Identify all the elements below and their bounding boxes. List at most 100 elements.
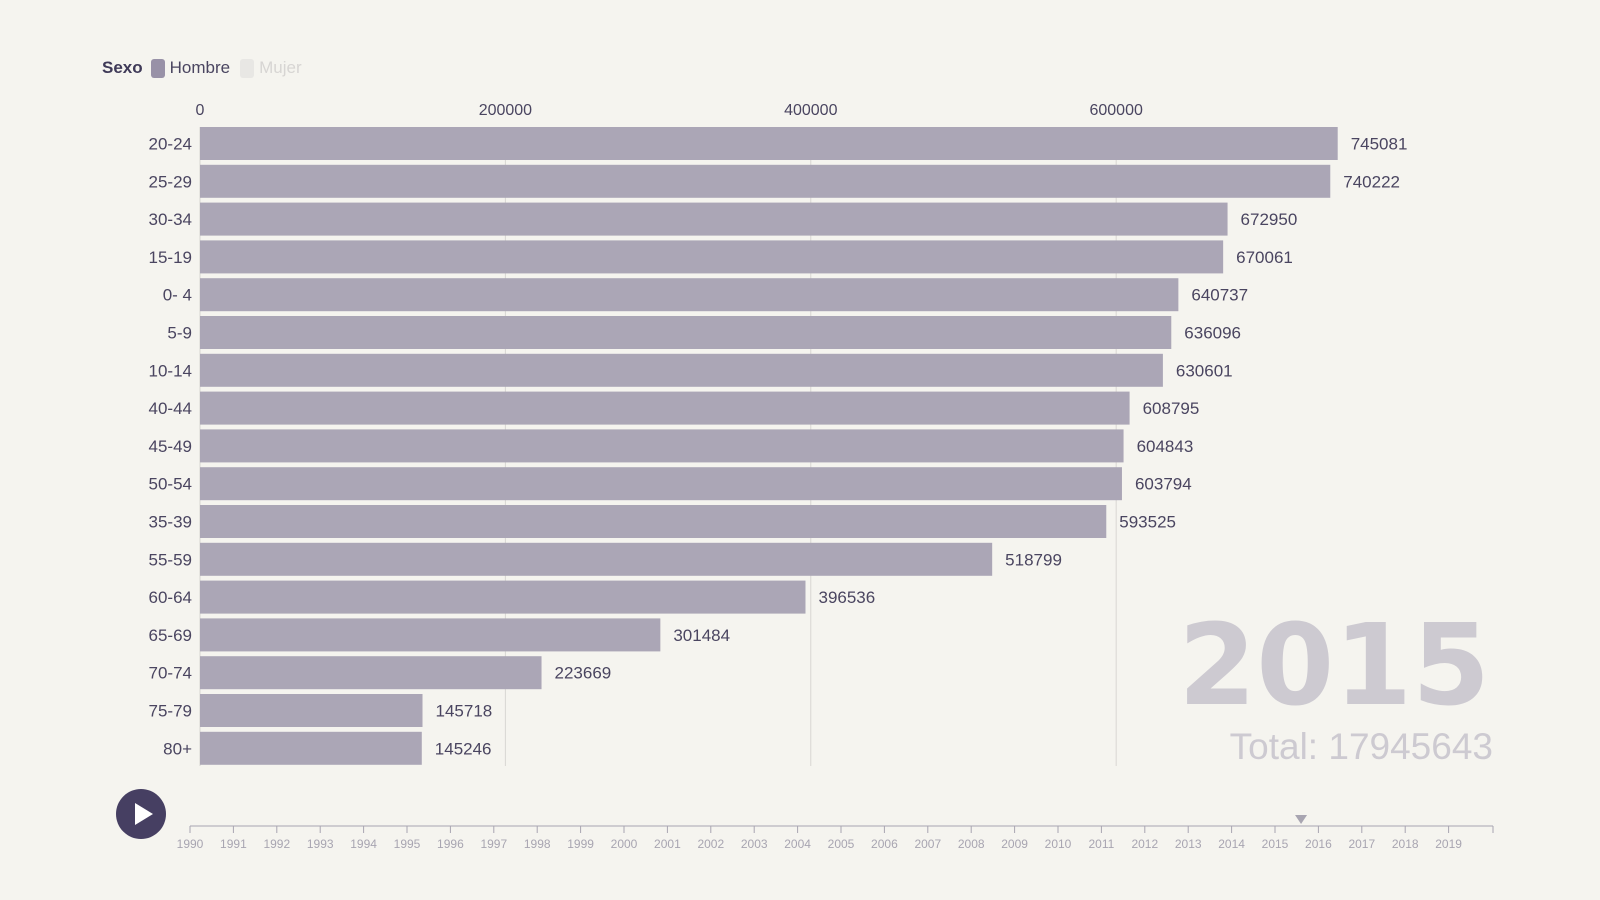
bar[interactable]	[200, 467, 1122, 501]
category-label: 35-39	[149, 513, 192, 532]
value-label: 145246	[435, 739, 492, 758]
category-label: 0- 4	[163, 286, 192, 305]
timeline-year-label[interactable]: 2010	[1045, 837, 1072, 851]
timeline-year-label[interactable]: 2017	[1348, 837, 1375, 851]
legend-swatch-mujer	[240, 58, 255, 78]
x-tick-label: 600000	[1089, 102, 1142, 119]
timeline-year-label[interactable]: 2003	[741, 837, 768, 851]
bar[interactable]	[200, 240, 1224, 274]
timeline-year-label[interactable]: 2002	[697, 837, 724, 851]
bar[interactable]	[200, 127, 1338, 160]
timeline-year-label[interactable]: 2012	[1131, 837, 1158, 851]
play-button[interactable]	[116, 789, 166, 839]
current-year-watermark: 2015	[1178, 601, 1490, 731]
category-label: 45-49	[149, 437, 192, 456]
timeline-year-label[interactable]: 2011	[1088, 837, 1114, 851]
bars: 20-24 745081 25-29 740222 30-34 672950 15-19 67…	[149, 127, 1408, 765]
value-label: 672950	[1241, 210, 1298, 229]
category-label: 15-19	[149, 248, 192, 267]
timeline-year-label[interactable]: 1990	[177, 837, 204, 851]
play-icon	[135, 803, 153, 825]
value-label: 745081	[1351, 135, 1408, 154]
x-tick-label: 200000	[479, 102, 532, 119]
value-label: 603794	[1135, 475, 1192, 494]
timeline-year-label[interactable]: 2007	[914, 837, 941, 851]
timeline-year-label[interactable]: 1995	[394, 837, 421, 851]
value-label: 593525	[1119, 513, 1176, 532]
value-label: 145718	[436, 702, 493, 721]
timeline[interactable]: 1990 1991 1992 1993 1994 1995 1996 1997 1998 1999…	[177, 815, 1494, 851]
value-label: 518799	[1005, 550, 1062, 569]
category-label: 5-9	[167, 324, 192, 343]
value-label: 301484	[673, 626, 730, 645]
legend-label-hombre: Hombre	[169, 58, 231, 77]
timeline-year-label[interactable]: 2000	[611, 837, 638, 851]
bar[interactable]	[200, 505, 1107, 538]
category-label: 70-74	[149, 664, 192, 683]
legend-title: Sexo	[102, 58, 143, 77]
category-label: 60-64	[149, 588, 192, 607]
bar[interactable]	[200, 202, 1228, 236]
timeline-year-label[interactable]: 1994	[350, 837, 377, 851]
bar[interactable]	[200, 316, 1172, 349]
bar[interactable]	[200, 278, 1179, 312]
timeline-year-label[interactable]: 2001	[654, 837, 681, 851]
legend-item-mujer[interactable]: Mujer	[240, 58, 302, 78]
x-tick-label: 0	[196, 102, 205, 119]
timeline-year-label[interactable]: 1999	[567, 837, 594, 851]
bar[interactable]	[200, 164, 1331, 198]
timeline-year-label[interactable]: 1997	[480, 837, 507, 851]
x-axis: 0 200000 400000 600000	[196, 102, 1143, 119]
category-label: 75-79	[149, 702, 192, 721]
timeline-year-label[interactable]: 2004	[784, 837, 811, 851]
timeline-year-label[interactable]: 2013	[1175, 837, 1202, 851]
legend: Sexo Hombre Mujer	[102, 56, 312, 80]
legend-item-hombre[interactable]: Hombre	[150, 58, 231, 78]
bar[interactable]	[200, 580, 806, 614]
bar[interactable]	[200, 618, 661, 652]
timeline-year-label[interactable]: 2014	[1218, 837, 1245, 851]
timeline-year-label[interactable]: 2006	[871, 837, 898, 851]
timeline-handle[interactable]	[1295, 815, 1308, 824]
value-label: 396536	[818, 588, 875, 607]
timeline-year-label[interactable]: 1996	[437, 837, 464, 851]
category-label: 50-54	[149, 475, 192, 494]
category-label: 80+	[163, 739, 192, 758]
timeline-year-label[interactable]: 2019	[1435, 837, 1462, 851]
bar[interactable]	[200, 542, 993, 576]
category-label: 65-69	[149, 626, 192, 645]
value-label: 223669	[555, 664, 612, 683]
timeline-year-label[interactable]: 2005	[828, 837, 855, 851]
category-label: 10-14	[149, 361, 192, 380]
bar[interactable]	[200, 731, 422, 765]
x-tick-label: 400000	[784, 102, 837, 119]
total-label: Total: 17945643	[1230, 726, 1493, 767]
category-label: 20-24	[149, 135, 192, 154]
value-label: 640737	[1191, 286, 1248, 305]
timeline-year-label[interactable]: 2008	[958, 837, 985, 851]
category-label: 30-34	[149, 210, 192, 229]
bar[interactable]	[200, 353, 1163, 387]
timeline-year-label[interactable]: 1993	[307, 837, 334, 851]
value-label: 636096	[1184, 324, 1241, 343]
timeline-year-label[interactable]: 2015	[1262, 837, 1289, 851]
legend-swatch-hombre	[150, 58, 165, 78]
value-label: 630601	[1176, 361, 1233, 380]
value-label: 740222	[1343, 172, 1400, 191]
timeline-year-label[interactable]: 2018	[1392, 837, 1419, 851]
timeline-year-label[interactable]: 2016	[1305, 837, 1332, 851]
bar[interactable]	[200, 656, 542, 690]
bar[interactable]	[200, 391, 1130, 425]
value-label: 608795	[1143, 399, 1200, 418]
timeline-year-label[interactable]: 1991	[220, 837, 247, 851]
timeline-year-label[interactable]: 1998	[524, 837, 551, 851]
timeline-year-label[interactable]: 1992	[263, 837, 290, 851]
value-label: 670061	[1236, 248, 1293, 267]
legend-label-mujer: Mujer	[259, 58, 302, 77]
category-label: 40-44	[149, 399, 192, 418]
bar[interactable]	[200, 694, 423, 727]
timeline-year-label[interactable]: 2009	[1001, 837, 1028, 851]
bar[interactable]	[200, 429, 1124, 463]
